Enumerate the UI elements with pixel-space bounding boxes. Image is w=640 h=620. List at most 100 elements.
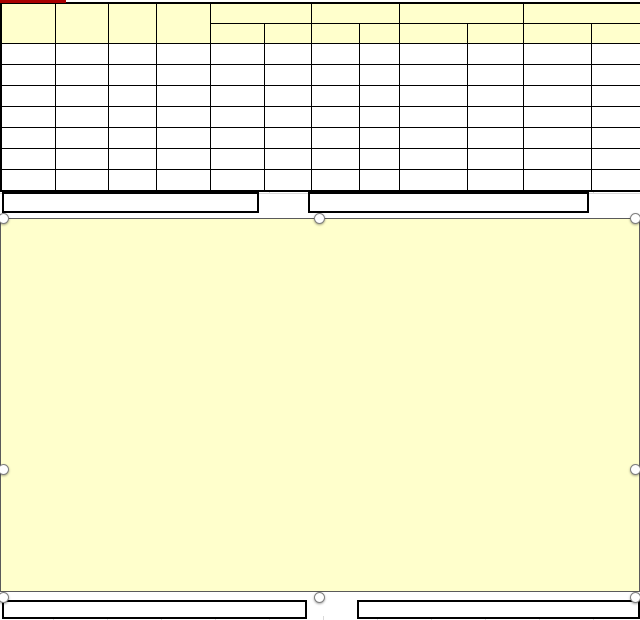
note-cf301-settle[interactable] [308, 192, 589, 213]
table-cell[interactable] [0, 127, 56, 149]
table-cell[interactable] [209, 127, 265, 149]
table-cell[interactable] [466, 127, 524, 149]
group-header-settle[interactable] [310, 2, 400, 24]
col-header-open[interactable] [54, 2, 109, 44]
table-cell[interactable] [209, 43, 265, 65]
table-cell[interactable] [0, 169, 56, 192]
table-cell[interactable] [263, 148, 312, 170]
chart-object[interactable] [0, 218, 640, 592]
table-cell[interactable] [155, 127, 211, 149]
table-cell[interactable] [155, 43, 211, 65]
table-cell[interactable] [54, 64, 109, 86]
col-header-oi-chg[interactable] [590, 23, 640, 44]
table-cell[interactable] [209, 64, 265, 86]
table-cell[interactable] [310, 106, 360, 128]
table-cell[interactable] [263, 127, 312, 149]
col-header-volume-chg[interactable] [466, 23, 524, 44]
col-header-settle-chg[interactable] [358, 23, 400, 44]
table-cell[interactable] [107, 127, 157, 149]
table-cell[interactable] [107, 169, 157, 192]
table-cell[interactable] [398, 148, 468, 170]
table-cell[interactable] [590, 106, 640, 128]
table-cell[interactable] [522, 148, 592, 170]
col-header-oi[interactable] [522, 23, 592, 44]
table-cell[interactable] [155, 64, 211, 86]
col-header-contract[interactable] [0, 2, 56, 44]
table-cell[interactable] [263, 85, 312, 107]
table-cell[interactable] [522, 127, 592, 149]
table-cell[interactable] [590, 148, 640, 170]
table-cell[interactable] [466, 106, 524, 128]
table-cell[interactable] [263, 169, 312, 192]
table-cell[interactable] [358, 64, 400, 86]
table-cell[interactable] [466, 64, 524, 86]
table-cell[interactable] [358, 148, 400, 170]
table-cell[interactable] [310, 43, 360, 65]
table-cell[interactable] [358, 85, 400, 107]
table-cell[interactable] [398, 43, 468, 65]
table-cell[interactable] [358, 106, 400, 128]
table-cell[interactable] [107, 85, 157, 107]
table-cell[interactable] [107, 43, 157, 65]
note-weighted-avg-price[interactable] [2, 600, 307, 619]
table-cell[interactable] [107, 106, 157, 128]
table-cell[interactable] [310, 64, 360, 86]
table-cell[interactable] [590, 169, 640, 192]
table-cell[interactable] [155, 85, 211, 107]
table-cell[interactable] [398, 106, 468, 128]
table-cell[interactable] [155, 169, 211, 192]
col-header-high[interactable] [107, 2, 157, 44]
table-cell[interactable] [54, 169, 109, 192]
table-cell[interactable] [107, 64, 157, 86]
table-cell[interactable] [107, 148, 157, 170]
table-cell[interactable] [54, 148, 109, 170]
table-cell[interactable] [54, 85, 109, 107]
table-cell[interactable] [54, 106, 109, 128]
table-cell[interactable] [398, 64, 468, 86]
table-cell[interactable] [466, 169, 524, 192]
table-cell[interactable] [0, 148, 56, 170]
table-cell[interactable] [590, 127, 640, 149]
table-cell[interactable] [310, 169, 360, 192]
table-cell[interactable] [0, 106, 56, 128]
note-index-3128b[interactable] [2, 192, 259, 213]
chart-selection-handle[interactable] [630, 464, 640, 475]
col-header-settle-price[interactable] [310, 23, 360, 44]
chart-selection-handle[interactable] [314, 213, 325, 224]
table-cell[interactable] [522, 43, 592, 65]
table-cell[interactable] [54, 127, 109, 149]
table-cell[interactable] [466, 85, 524, 107]
table-cell[interactable] [263, 64, 312, 86]
table-cell[interactable] [358, 127, 400, 149]
table-cell[interactable] [522, 85, 592, 107]
table-cell[interactable] [54, 43, 109, 65]
table-cell[interactable] [209, 85, 265, 107]
group-header-oi[interactable] [522, 2, 640, 24]
table-cell[interactable] [398, 127, 468, 149]
col-header-close-chg[interactable] [263, 23, 312, 44]
table-cell[interactable] [209, 148, 265, 170]
chart-selection-handle[interactable] [0, 592, 9, 603]
table-cell[interactable] [590, 85, 640, 107]
table-cell[interactable] [263, 106, 312, 128]
table-cell[interactable] [522, 169, 592, 192]
note-warehouse-receipts[interactable] [357, 600, 640, 619]
col-header-close-price[interactable] [209, 23, 265, 44]
table-cell[interactable] [466, 148, 524, 170]
table-cell[interactable] [155, 106, 211, 128]
group-header-volume[interactable] [398, 2, 524, 24]
chart-selection-handle[interactable] [314, 592, 325, 603]
chart-selection-handle[interactable] [0, 213, 9, 224]
table-cell[interactable] [466, 43, 524, 65]
table-cell[interactable] [522, 64, 592, 86]
col-header-volume-day[interactable] [398, 23, 468, 44]
table-cell[interactable] [0, 85, 56, 107]
chart-selection-handle[interactable] [0, 464, 9, 475]
table-cell[interactable] [310, 148, 360, 170]
table-cell[interactable] [522, 106, 592, 128]
table-cell[interactable] [398, 169, 468, 192]
table-cell[interactable] [209, 169, 265, 192]
table-cell[interactable] [358, 43, 400, 65]
group-header-close[interactable] [209, 2, 312, 24]
chart-selection-handle[interactable] [630, 213, 640, 224]
